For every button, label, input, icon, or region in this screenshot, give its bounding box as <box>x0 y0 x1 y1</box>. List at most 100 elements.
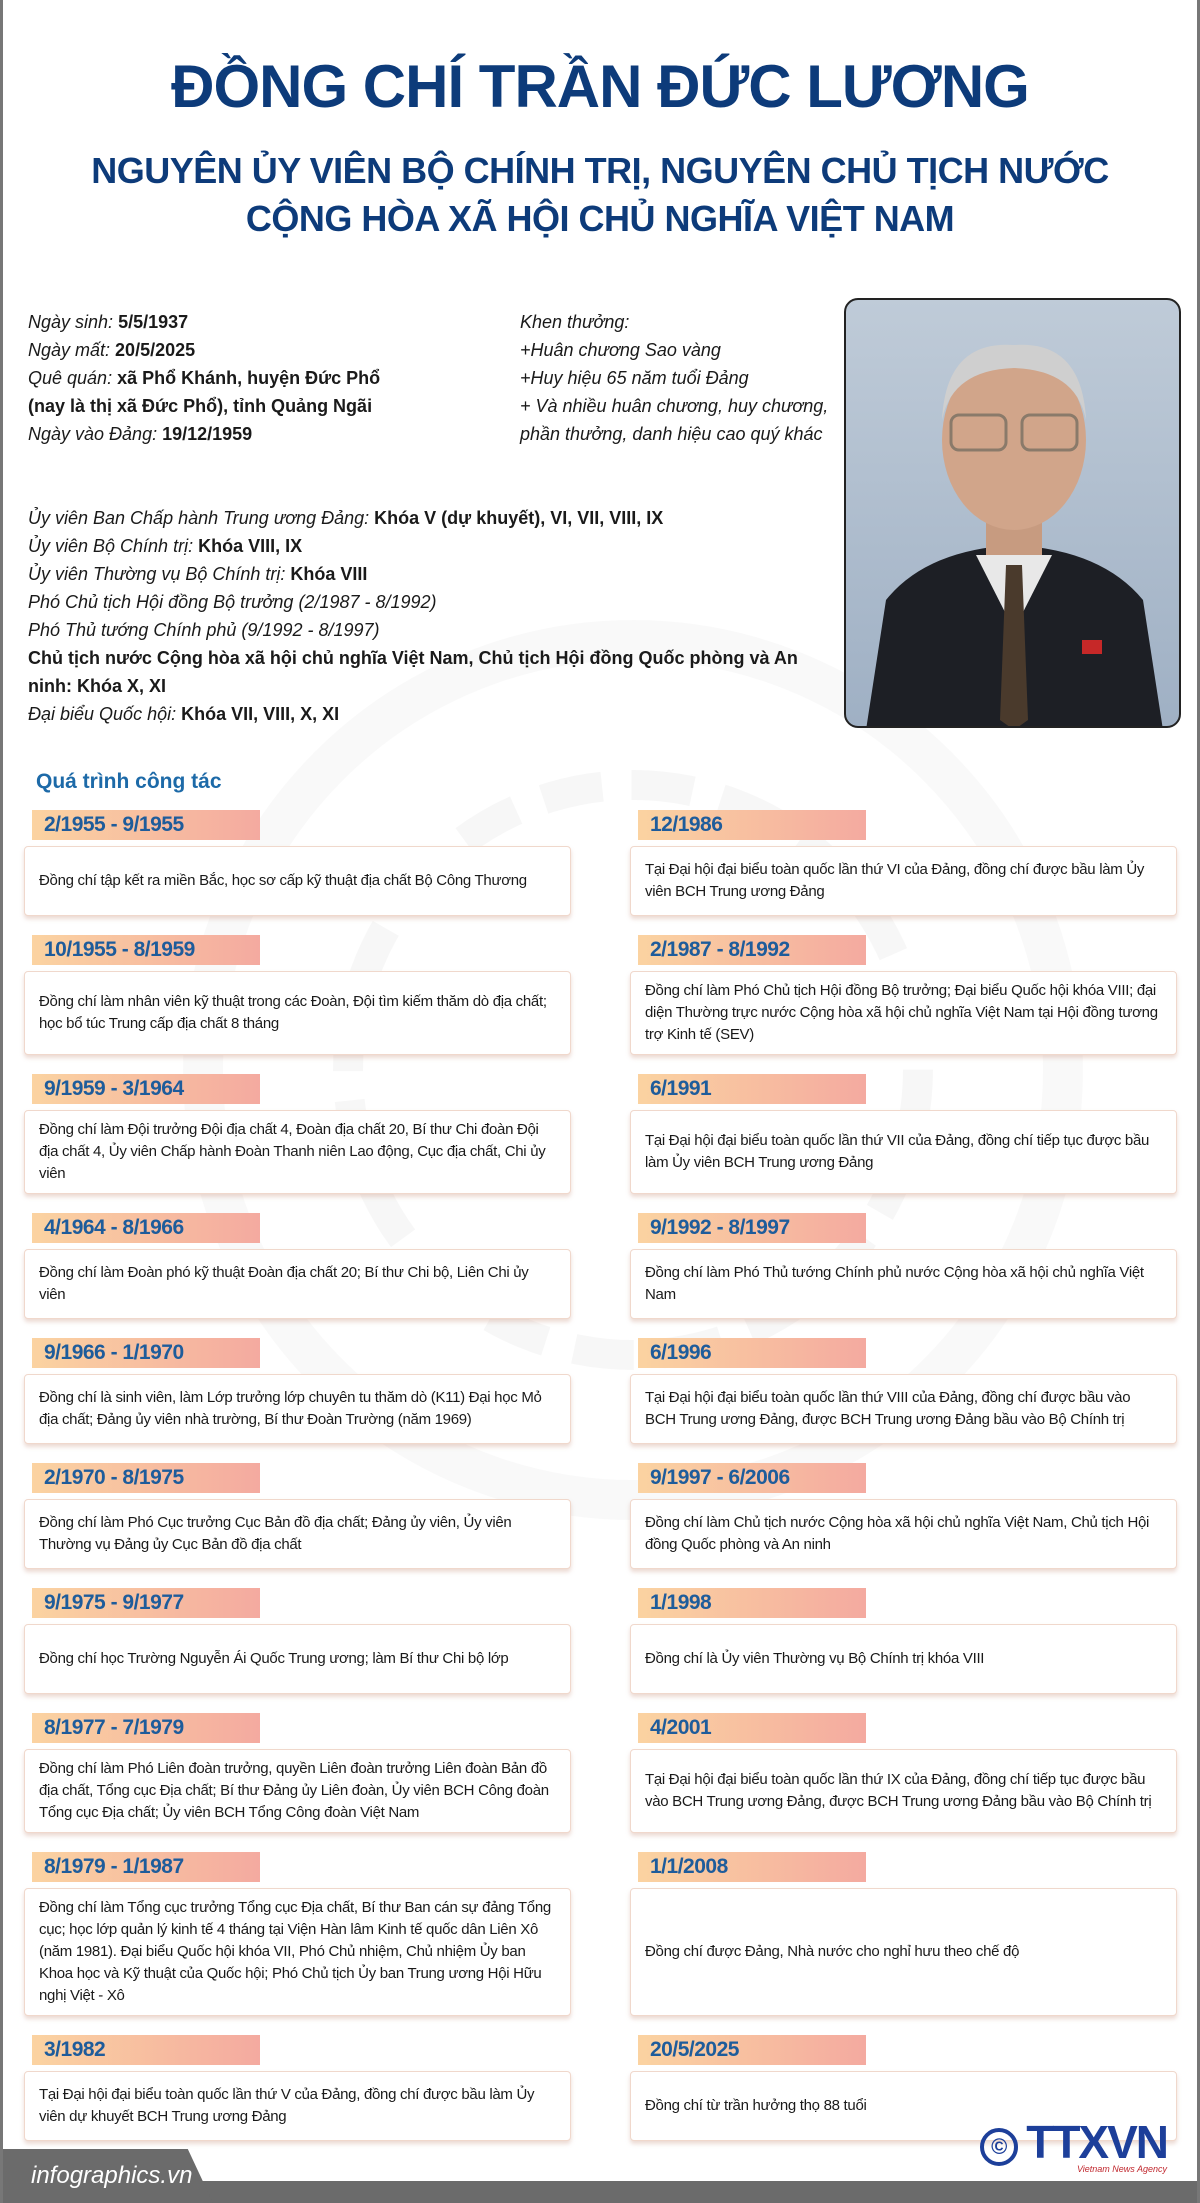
timeline-card: Đồng chí làm Đội trưởng Đội địa chất 4, … <box>24 1110 571 1194</box>
timeline-card: Tại Đại hội đại biểu toàn quốc lần thứ I… <box>630 1749 1177 1833</box>
timeline-card: Đồng chí học Trường Nguyễn Ái Quốc Trung… <box>24 1624 571 1694</box>
timeline-text: Đồng chí tập kết ra miền Bắc, học sơ cấp… <box>39 872 527 889</box>
timeline-card: Đồng chí từ trần hưởng thọ 88 tuổi <box>630 2071 1177 2141</box>
position-row: Chủ tịch nước Cộng hòa xã hội chủ nghĩa … <box>28 644 828 700</box>
position-value: Khóa VIII <box>290 564 368 584</box>
timeline-text: Đồng chí học Trường Nguyễn Ái Quốc Trung… <box>39 1650 509 1667</box>
logo-text: TTXVN <box>1026 2116 1169 2168</box>
timeline-text: Tại Đại hội đại biểu toàn quốc lần thứ V… <box>645 1389 1131 1428</box>
timeline-date: 9/1975 - 9/1977 <box>32 1588 260 1618</box>
awards-title: Khen thưởng: <box>520 312 630 332</box>
bio-value: (nay là thị xã Đức Phổ), tỉnh Quảng Ngãi <box>28 396 373 416</box>
timeline-item: 10/1955 - 8/1959 Đồng chí làm nhân viên k… <box>24 935 571 1055</box>
timeline-date: 8/1977 - 7/1979 <box>32 1713 260 1743</box>
timeline-date: 9/1959 - 3/1964 <box>32 1074 260 1104</box>
timeline-date: 2/1987 - 8/1992 <box>638 935 866 965</box>
timeline-date: 8/1979 - 1/1987 <box>32 1852 260 1882</box>
timeline-text: Đồng chí làm Phó Thủ tướng Chính phủ nướ… <box>645 1264 1144 1303</box>
timeline-text: Đồng chí làm Đoàn phó kỹ thuật Đoàn địa … <box>39 1264 529 1303</box>
timeline-card: Đồng chí làm Tổng cục trưởng Tổng cục Đị… <box>24 1888 571 2016</box>
timeline-date: 6/1996 <box>638 1338 866 1368</box>
bio-value: 5/5/1937 <box>118 312 189 332</box>
timeline-card: Đồng chí làm Phó Liên đoàn trưởng, quyền… <box>24 1749 571 1833</box>
position-label: Ủy viên Thường vụ Bộ Chính trị: <box>28 564 286 584</box>
timeline-date: 4/2001 <box>638 1713 866 1743</box>
position-row: Phó Thủ tướng Chính phủ (9/1992 - 8/1997… <box>28 616 828 644</box>
timeline-item: 6/1991 Tại Đại hội đại biểu toàn quốc lần… <box>630 1074 1177 1194</box>
positions-block: Ủy viên Ban Chấp hành Trung ương Đảng: K… <box>28 504 828 728</box>
timeline-item: 4/2001 Tại Đại hội đại biểu toàn quốc lần… <box>630 1713 1177 1833</box>
timeline-item: 9/1992 - 8/1997 Đồng chí làm Phó Thủ tướn… <box>630 1213 1177 1319</box>
timeline-card: Đồng chí làm Chủ tịch nước Cộng hòa xã h… <box>630 1499 1177 1569</box>
timeline-text: Đồng chí là Ủy viên Thường vụ Bộ Chính t… <box>645 1650 985 1667</box>
position-row: Ủy viên Thường vụ Bộ Chính trị: Khóa VII… <box>28 560 828 588</box>
position-label: Phó Chủ tịch Hội đồng Bộ trưởng (2/1987 … <box>28 592 437 612</box>
footer-bar <box>3 2181 1197 2203</box>
bio-label: Quê quán: <box>28 368 113 388</box>
timeline-text: Đồng chí là sinh viên, làm Lớp trưởng lớ… <box>39 1389 542 1428</box>
timeline-item: 9/1975 - 9/1977 Đồng chí học Trường Nguyễ… <box>24 1588 571 1694</box>
bio-value: 20/5/2025 <box>115 340 196 360</box>
portrait-photo <box>844 298 1181 728</box>
position-label: Ủy viên Ban Chấp hành Trung ương Đảng: <box>28 508 370 528</box>
bio-value: 19/12/1959 <box>162 424 253 444</box>
timeline-date: 4/1964 - 8/1966 <box>32 1213 260 1243</box>
copyright-icon: © <box>980 2128 1019 2166</box>
timeline-card: Đồng chí làm Phó Thủ tướng Chính phủ nướ… <box>630 1249 1177 1319</box>
position-value: Khóa V (dự khuyết), VI, VII, VIII, IX <box>374 508 664 528</box>
site-link[interactable]: infographics.vn <box>3 2149 213 2203</box>
timeline-date: 9/1966 - 1/1970 <box>32 1338 260 1368</box>
timeline-text: Tại Đại hội đại biểu toàn quốc lần thứ V… <box>645 1132 1150 1171</box>
timeline-item: 9/1997 - 6/2006 Đồng chí làm Chủ tịch nướ… <box>630 1463 1177 1569</box>
bio-row: Ngày mất: 20/5/2025 <box>28 336 380 364</box>
award-item: + Và nhiều huân chương, huy chương, <box>520 396 829 416</box>
timeline-text: Đồng chí được Đảng, Nhà nước cho nghỉ hư… <box>645 1943 1020 1960</box>
timeline-text: Tại Đại hội đại biểu toàn quốc lần thứ I… <box>645 1771 1152 1810</box>
timeline-card: Đồng chí làm Phó Chủ tịch Hội đồng Bộ tr… <box>630 971 1177 1055</box>
position-value: Chủ tịch nước Cộng hòa xã hội chủ nghĩa … <box>28 648 798 696</box>
timeline-date: 12/1986 <box>638 810 866 840</box>
logo-subtext: Vietnam News Agency <box>1076 2164 1167 2174</box>
bio-block: Ngày sinh: 5/5/1937 Ngày mất: 20/5/2025 Qu… <box>28 308 380 448</box>
timeline-card: Tại Đại hội đại biểu toàn quốc lần thứ V… <box>630 846 1177 916</box>
timeline: 2/1955 - 9/1955 Đồng chí tập kết ra miền … <box>24 810 1177 2141</box>
position-value: Khóa VIII, IX <box>198 536 303 556</box>
bio-label: Ngày vào Đảng: <box>28 424 158 444</box>
award-item: phần thưởng, danh hiệu cao quý khác <box>520 424 823 444</box>
bio-row: Ngày sinh: 5/5/1937 <box>28 308 380 336</box>
timeline-date: 10/1955 - 8/1959 <box>32 935 260 965</box>
timeline-date: 3/1982 <box>32 2035 260 2065</box>
timeline-item: 2/1955 - 9/1955 Đồng chí tập kết ra miền … <box>24 810 571 916</box>
position-row: Ủy viên Ban Chấp hành Trung ương Đảng: K… <box>28 504 828 532</box>
subtitle-line-2: CỘNG HÒA XÃ HỘI CHỦ NGHĨA VIỆT NAM <box>245 198 955 239</box>
timeline-text: Đồng chí làm Đội trưởng Đội địa chất 4, … <box>39 1121 546 1182</box>
timeline-card: Đồng chí làm Đoàn phó kỹ thuật Đoàn địa … <box>24 1249 571 1319</box>
timeline-date: 20/5/2025 <box>638 2035 866 2065</box>
timeline-date: 2/1970 - 8/1975 <box>32 1463 260 1493</box>
timeline-item: 3/1982 Tại Đại hội đại biểu toàn quốc lần… <box>24 2035 571 2141</box>
timeline-date: 9/1997 - 6/2006 <box>638 1463 866 1493</box>
timeline-date: 1/1998 <box>638 1588 866 1618</box>
position-label: Ủy viên Bộ Chính trị: <box>28 536 194 556</box>
timeline-text: Đồng chí làm Phó Chủ tịch Hội đồng Bộ tr… <box>645 982 1158 1043</box>
award-item: +Huân chương Sao vàng <box>520 340 721 360</box>
timeline-card: Đồng chí làm nhân viên kỹ thuật trong cá… <box>24 971 571 1055</box>
page-title: ĐỒNG CHÍ TRẦN ĐỨC LƯƠNG <box>171 53 1030 120</box>
timeline-text: Đồng chí từ trần hưởng thọ 88 tuổi <box>645 2097 867 2114</box>
timeline-card: Đồng chí làm Phó Cục trưởng Cục Bản đồ đ… <box>24 1499 571 1569</box>
timeline-item: 2/1970 - 8/1975 Đồng chí làm Phó Cục trưở… <box>24 1463 571 1569</box>
timeline-card: Đồng chí được Đảng, Nhà nước cho nghỉ hư… <box>630 1888 1177 2016</box>
position-row: Ủy viên Bộ Chính trị: Khóa VIII, IX <box>28 532 828 560</box>
timeline-date: 6/1991 <box>638 1074 866 1104</box>
position-label: Phó Thủ tướng Chính phủ (9/1992 - 8/1997… <box>28 620 380 640</box>
timeline-item: 4/1964 - 8/1966 Đồng chí làm Đoàn phó kỹ … <box>24 1213 571 1319</box>
award-item: +Huy hiệu 65 năm tuổi Đảng <box>520 368 749 388</box>
awards-block: Khen thưởng: +Huân chương Sao vàng +Huy … <box>520 308 828 448</box>
timeline-item: 8/1979 - 1/1987 Đồng chí làm Tổng cục trư… <box>24 1852 571 2016</box>
bio-row: (nay là thị xã Đức Phổ), tỉnh Quảng Ngãi <box>28 392 380 420</box>
timeline-text: Đồng chí làm nhân viên kỹ thuật trong cá… <box>39 993 547 1032</box>
timeline-item: 1/1998 Đồng chí là Ủy viên Thường vụ Bộ C… <box>630 1588 1177 1694</box>
timeline-card: Tại Đại hội đại biểu toàn quốc lần thứ V… <box>630 1374 1177 1444</box>
timeline-text: Đồng chí làm Chủ tịch nước Cộng hòa xã h… <box>645 1514 1150 1553</box>
timeline-text: Đồng chí làm Phó Liên đoàn trưởng, quyền… <box>39 1760 549 1821</box>
